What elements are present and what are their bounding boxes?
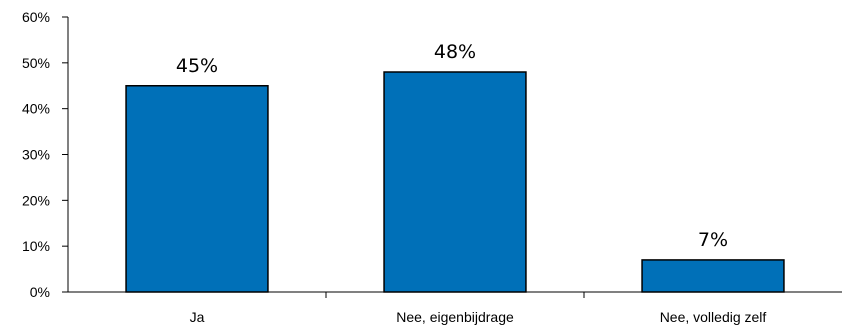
x-tick-label: Ja xyxy=(190,309,205,325)
bar xyxy=(383,71,527,293)
x-tick-label: Nee, eigenbijdrage xyxy=(396,309,514,325)
bar xyxy=(125,85,269,293)
data-label: 7% xyxy=(698,229,728,251)
y-tick-label: 40% xyxy=(22,101,50,117)
y-tick-label: 50% xyxy=(22,55,50,71)
y-tick-label: 0% xyxy=(30,284,50,300)
data-label: 48% xyxy=(434,41,476,63)
y-axis: 0% 10% 20% 30% 40% 50% 60% xyxy=(22,9,69,300)
y-tick-label: 20% xyxy=(22,192,50,208)
x-axis: Ja Nee, eigenbijdrage Nee, volledig zelf xyxy=(68,291,842,325)
bars xyxy=(125,71,785,293)
bar xyxy=(641,259,785,293)
y-tick-label: 30% xyxy=(22,147,50,163)
data-label: 45% xyxy=(176,55,218,77)
data-labels: 45% 48% 7% xyxy=(176,41,728,251)
x-tick-label: Nee, volledig zelf xyxy=(660,309,767,325)
y-tick-label: 60% xyxy=(22,9,50,25)
y-tick-label: 10% xyxy=(22,238,50,254)
